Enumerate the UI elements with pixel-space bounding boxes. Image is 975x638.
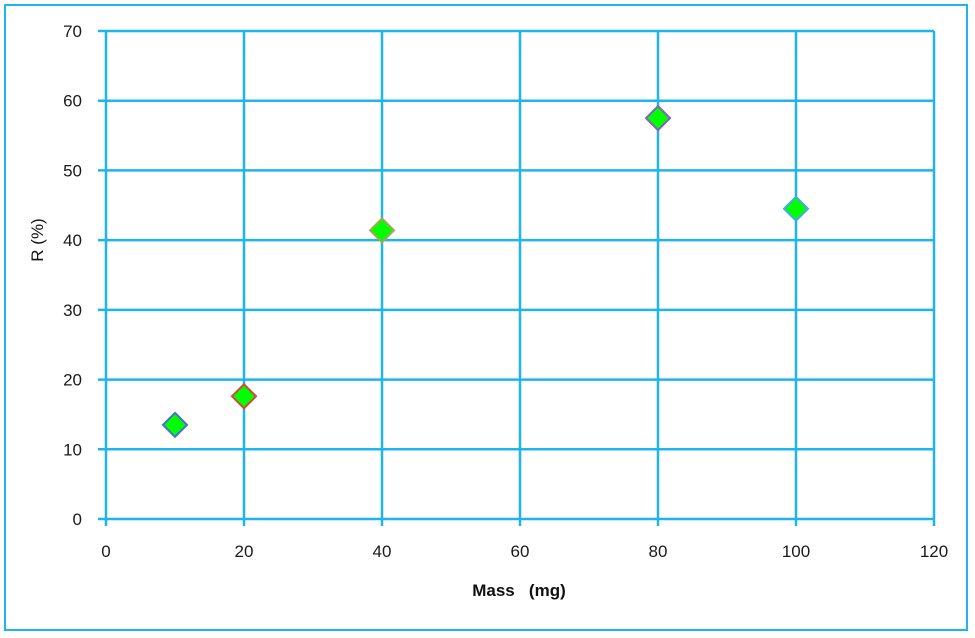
data-points: [161, 104, 810, 439]
y-tick-label: 50: [63, 161, 82, 180]
data-point-diamond: [368, 216, 396, 244]
y-tick-label: 40: [63, 231, 82, 250]
x-axis-title: Mass (mg): [472, 581, 566, 600]
chart-frame: [4, 4, 968, 631]
x-tick-label: 80: [649, 542, 668, 561]
y-tick-label: 30: [63, 301, 82, 320]
y-tick-label: 0: [73, 510, 82, 529]
y-axis-title: R (%): [28, 218, 47, 261]
data-point-diamond: [161, 411, 189, 439]
data-point-diamond: [230, 382, 258, 410]
x-tick-label: 0: [101, 542, 110, 561]
x-tick-label: 20: [235, 542, 254, 561]
x-tick-label: 120: [920, 542, 948, 561]
grid-lines: [98, 29, 936, 526]
y-tick-label: 60: [63, 92, 82, 111]
x-tick-label: 100: [782, 542, 810, 561]
data-point-diamond: [644, 104, 672, 132]
x-tick-label: 60: [511, 542, 530, 561]
y-tick-label: 10: [63, 440, 82, 459]
y-tick-label: 20: [63, 371, 82, 390]
x-tick-label: 40: [373, 542, 392, 561]
y-tick-label: 70: [63, 22, 82, 41]
y-axis-ticks: 0 10 20 30 40 50 60 70: [63, 22, 82, 529]
data-point-diamond: [782, 195, 810, 223]
x-axis-ticks: 0 20 40 60 80 100 120: [101, 542, 948, 561]
